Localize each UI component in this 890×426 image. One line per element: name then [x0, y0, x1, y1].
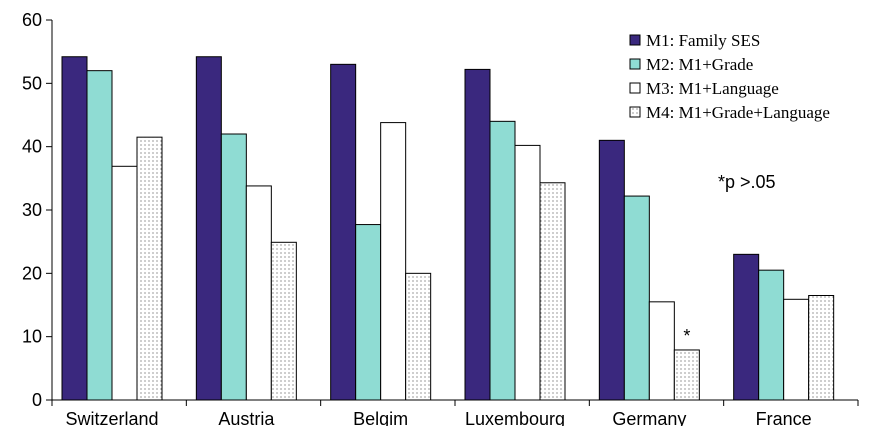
y-tick-label: 60 — [22, 10, 42, 30]
x-category-label: Germany — [612, 409, 686, 426]
x-category-label: Luxembourg — [465, 409, 565, 426]
legend-swatch — [629, 58, 641, 70]
bar-1 — [733, 253, 760, 401]
bars: * — [61, 56, 835, 401]
legend: M1: Family SES M2: M1+Grade M3: M1+Languag… — [629, 31, 830, 122]
bar-2 — [758, 269, 785, 401]
bar-2 — [355, 224, 382, 401]
legend-label: M4: M1+Grade+Language — [646, 103, 830, 122]
bar-1 — [330, 63, 357, 401]
bar-4 — [270, 241, 297, 401]
bar-2 — [86, 70, 113, 401]
bar-1 — [195, 56, 222, 401]
bar-2 — [623, 195, 650, 401]
bar-3 — [245, 185, 272, 401]
bar-4 — [539, 182, 566, 401]
y-tick-label: 20 — [22, 263, 42, 283]
bar-4 — [808, 295, 835, 401]
x-category-label: Austria — [218, 409, 275, 426]
legend-label: M1: Family SES — [646, 31, 760, 50]
legend-label: M3: M1+Language — [646, 79, 779, 98]
bar-3 — [514, 144, 541, 401]
y-tick-label: 50 — [22, 73, 42, 93]
bar-3 — [111, 165, 138, 401]
bar-4 — [136, 136, 163, 401]
bar-1 — [598, 139, 625, 401]
y-axis: 0 10 20 30 40 50 60 — [22, 10, 53, 410]
x-category-label: France — [756, 409, 812, 426]
bar-3 — [783, 298, 810, 401]
y-tick-label: 0 — [32, 390, 42, 410]
bar-4 — [405, 272, 432, 401]
significance-note: *p >.05 — [718, 172, 776, 192]
bar-3 — [648, 301, 675, 401]
legend-swatch — [629, 82, 641, 94]
significance-asterisk: * — [683, 326, 690, 346]
bar-2 — [220, 133, 247, 401]
legend-label: M2: M1+Grade — [646, 55, 753, 74]
x-category-label: Belgim — [353, 409, 408, 426]
y-tick-label: 10 — [22, 327, 42, 347]
bar-1 — [464, 68, 491, 401]
bar-4 — [673, 349, 700, 401]
y-tick-label: 30 — [22, 200, 42, 220]
bar-3 — [380, 122, 407, 401]
y-tick-label: 40 — [22, 137, 42, 157]
legend-swatch — [629, 106, 641, 118]
x-axis: Switzerland Austria Belgim Luxembourg German… — [51, 399, 859, 426]
legend-swatch — [629, 34, 641, 46]
bar-2 — [489, 120, 516, 401]
bar-1 — [61, 56, 88, 401]
x-category-label: Switzerland — [65, 409, 158, 426]
